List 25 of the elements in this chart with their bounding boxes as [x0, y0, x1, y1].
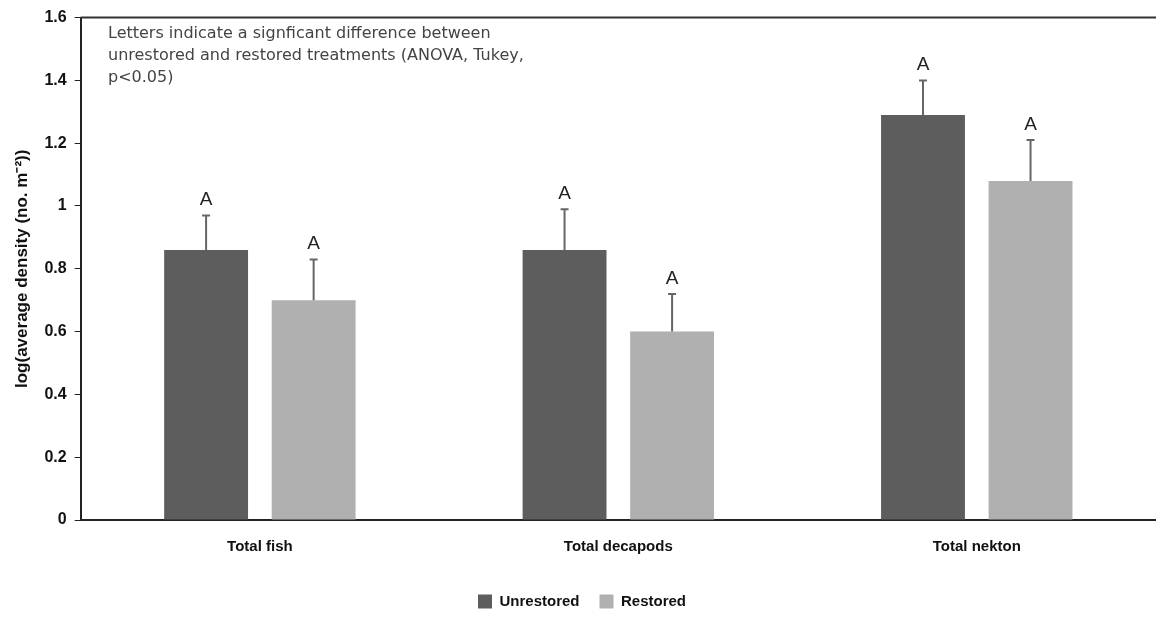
- y-tick-label: 0.6: [44, 322, 67, 340]
- y-axis-title: log(average density (no. m⁻²)): [11, 149, 31, 388]
- legend-label: Unrestored: [499, 591, 580, 609]
- data-label: A: [558, 181, 572, 203]
- y-tick-label: 0.2: [44, 447, 67, 465]
- y-tick-label: 0.4: [44, 384, 67, 402]
- y-tick-label: 1.6: [44, 8, 67, 26]
- y-tick-label: 1: [57, 196, 67, 214]
- x-tick-label: Total nekton: [932, 537, 1021, 555]
- y-tick-label: 1.2: [44, 133, 67, 151]
- bar: [630, 331, 715, 520]
- data-label: A: [665, 266, 679, 288]
- data-label: A: [307, 232, 321, 254]
- legend-label: Restored: [621, 591, 687, 609]
- y-tick-label: 0.8: [44, 259, 67, 277]
- y-tick-label: 1.4: [44, 70, 67, 88]
- data-label: A: [199, 188, 213, 210]
- y-tick-label: 0: [57, 510, 67, 528]
- x-tick-label: Total fish: [227, 537, 293, 555]
- data-label: A: [1024, 112, 1038, 134]
- x-tick-label: Total decapods: [563, 537, 673, 555]
- bar: [988, 180, 1073, 520]
- data-label: A: [916, 53, 930, 75]
- bar: [271, 300, 356, 520]
- annotation: Letters indicate a signficant difference between unrestored and restored treatments (ANOVA, Tukey, p<0.05): [108, 22, 525, 88]
